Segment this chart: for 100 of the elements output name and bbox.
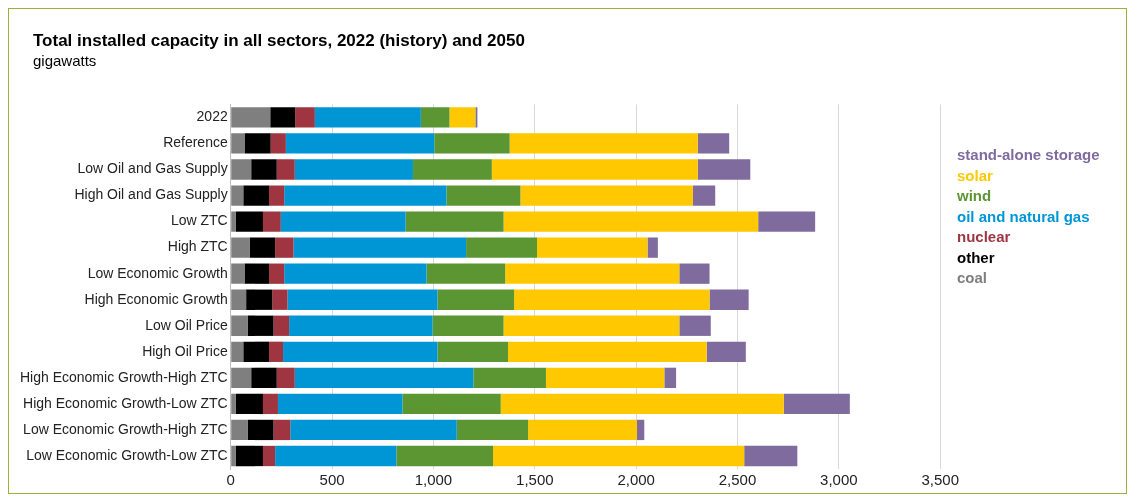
- bar: [251, 159, 277, 180]
- y-tick-label: 2022: [196, 108, 228, 125]
- y-tick-label: High Oil Price: [142, 342, 228, 359]
- bar: [697, 159, 751, 180]
- bar: [231, 445, 236, 467]
- text: coal: [957, 268, 988, 288]
- bar: [244, 263, 270, 284]
- y-tick-label: Low Oil and Gas Supply: [77, 160, 228, 177]
- bar: [272, 289, 288, 310]
- bar: [437, 289, 515, 310]
- text: wind: [957, 186, 993, 206]
- bar: [636, 419, 645, 441]
- bar: [420, 107, 450, 128]
- bar: [473, 367, 546, 389]
- y-tick-label: Low ZTC: [170, 212, 228, 229]
- bar: [289, 315, 433, 336]
- bar: [402, 393, 501, 415]
- bar: [243, 185, 270, 206]
- bar: [276, 159, 295, 180]
- bar: [432, 315, 504, 336]
- bar: [235, 393, 263, 415]
- bar: [647, 237, 658, 258]
- y-tick-label: High Economic Growth-High ZTC: [19, 368, 228, 385]
- bar: [270, 107, 296, 128]
- bar: [231, 289, 247, 310]
- bar: [243, 341, 270, 362]
- bar: [514, 289, 710, 310]
- bar: [244, 133, 271, 154]
- bar: [758, 211, 816, 232]
- bar: [709, 289, 749, 310]
- bar: [434, 133, 510, 154]
- text: solar: [957, 165, 994, 186]
- bar: [783, 393, 850, 415]
- bar: [294, 159, 413, 180]
- y-tick-label: Low Oil Price: [145, 316, 228, 333]
- bar: [396, 445, 494, 467]
- bar: [508, 341, 707, 362]
- bar: [231, 185, 244, 206]
- text: stand-alone storage: [957, 145, 1100, 165]
- y-tick-label: Low Economic Growth: [87, 264, 228, 281]
- y-tick-label: Low Economic Growth-High ZTC: [23, 420, 228, 437]
- x-tick-label: 3,000: [820, 471, 858, 489]
- y-tick-label: High ZTC: [167, 238, 228, 255]
- bar: [528, 419, 637, 441]
- bar: [679, 263, 710, 284]
- text: nuclear: [957, 227, 1012, 247]
- bar: [545, 367, 665, 389]
- bar: [287, 289, 438, 310]
- bar: [284, 263, 427, 284]
- bar: [697, 133, 730, 154]
- bar: [692, 185, 716, 206]
- bar: [231, 341, 244, 362]
- bar: [446, 185, 521, 206]
- bar: [456, 419, 529, 441]
- bar: [284, 185, 447, 206]
- bar: [246, 289, 273, 310]
- bar: [249, 237, 276, 258]
- y-tick-label: High Economic Growth-Low ZTC: [23, 394, 228, 411]
- x-tick-label: 1,000: [414, 471, 453, 489]
- bar: [500, 393, 784, 415]
- bar: [503, 211, 759, 232]
- x-tick-label: 2,500: [718, 471, 757, 489]
- bar: [277, 393, 403, 415]
- bar: [235, 445, 263, 467]
- bar: [314, 107, 421, 128]
- bar: [290, 419, 457, 441]
- bar: [491, 159, 698, 180]
- text: gigawatts: [33, 52, 97, 69]
- bar: [262, 211, 281, 232]
- bar: [231, 133, 245, 154]
- bar: [235, 211, 263, 232]
- y-tick-label: High Oil and Gas Supply: [74, 186, 228, 203]
- y-tick-label: High Economic Growth: [84, 290, 228, 307]
- bar: [273, 315, 290, 336]
- bar: [280, 211, 406, 232]
- bar: [247, 315, 274, 336]
- bar: [412, 159, 492, 180]
- bar: [706, 341, 746, 362]
- bar: [475, 107, 478, 128]
- bar: [744, 445, 798, 467]
- bar: [283, 341, 438, 362]
- bar: [520, 185, 693, 206]
- bar: [293, 237, 467, 258]
- bar: [269, 263, 285, 284]
- bar: [295, 107, 315, 128]
- bar: [231, 237, 250, 258]
- bar: [269, 185, 285, 206]
- bar: [231, 107, 271, 128]
- x-tick-label: 3,500: [921, 471, 960, 489]
- bar: [664, 367, 677, 389]
- bar: [276, 367, 295, 389]
- bar: [449, 107, 476, 128]
- text: other: [957, 247, 996, 268]
- x-tick-label: 500: [319, 471, 345, 489]
- bar: [262, 445, 276, 467]
- bar: [270, 133, 286, 154]
- y-tick-label: Low Economic Growth-Low ZTC: [26, 446, 228, 463]
- bar: [437, 341, 509, 362]
- bar: [269, 341, 284, 362]
- y-tick-label: Reference: [163, 134, 228, 151]
